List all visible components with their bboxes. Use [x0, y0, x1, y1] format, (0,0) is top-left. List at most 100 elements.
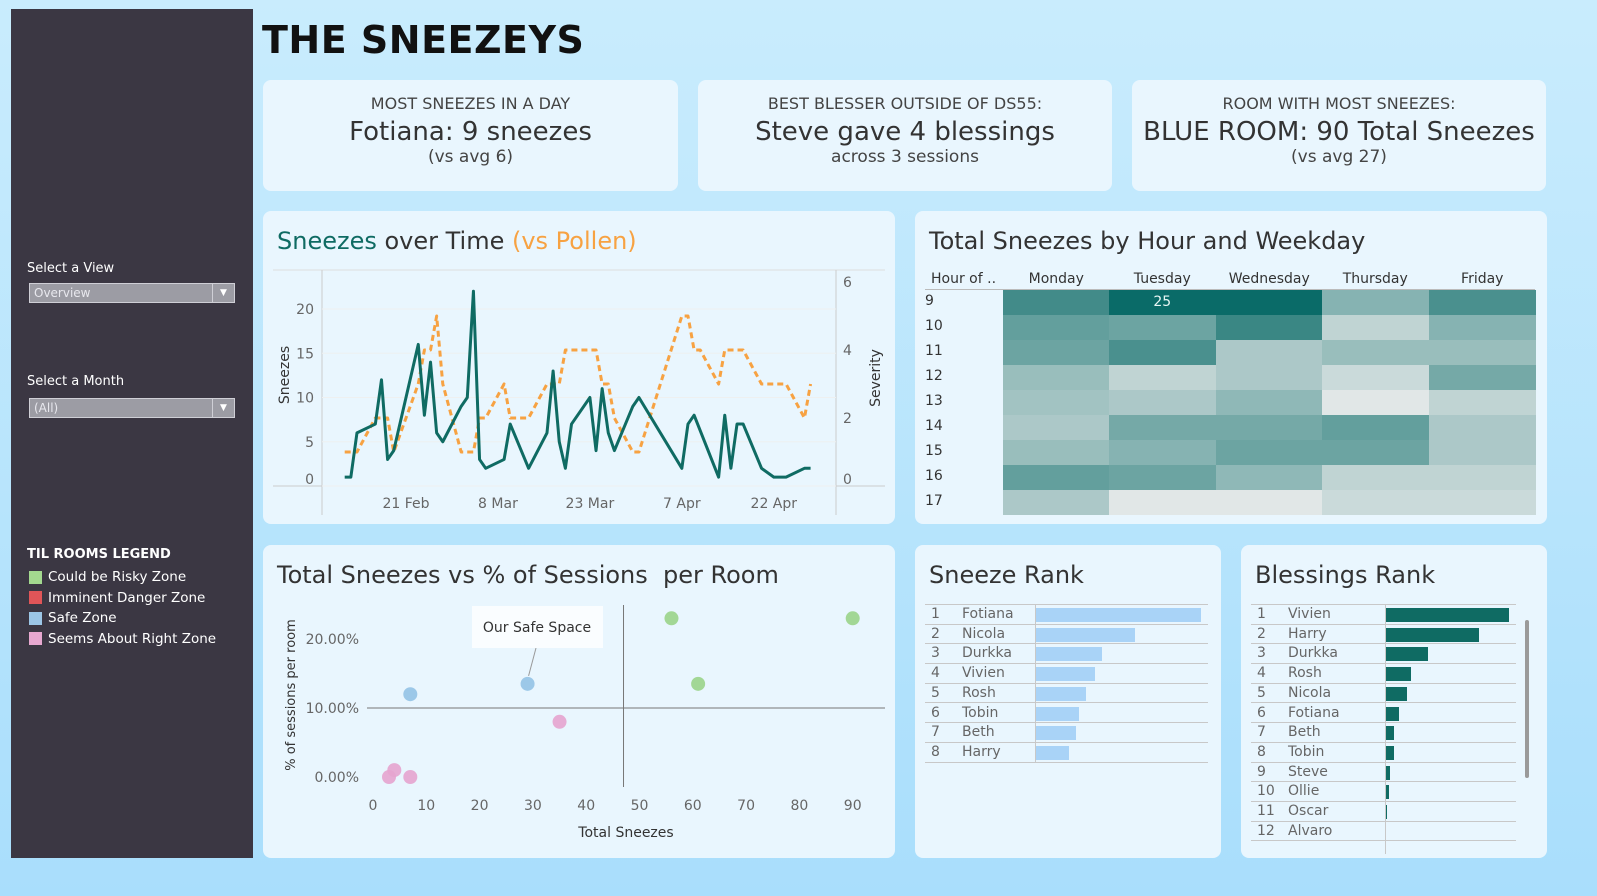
legend-label: Imminent Danger Zone	[48, 589, 206, 606]
rank-number: 4	[1257, 665, 1266, 682]
rank-row[interactable]: 2 Nicola	[925, 625, 1208, 645]
rank-number: 6	[931, 704, 940, 721]
rank-name: Beth	[1288, 724, 1321, 741]
heatmap-cell	[1003, 465, 1110, 490]
column-header: Wednesday	[1228, 271, 1310, 287]
rank-row[interactable]: 9 Steve	[1251, 763, 1516, 783]
rank-number: 3	[931, 645, 940, 662]
view-dropdown[interactable]: Overview ▼	[29, 283, 235, 303]
legend-swatch	[29, 591, 42, 604]
y-tick-label: 15	[296, 346, 314, 362]
rank-row[interactable]: 4 Rosh	[1251, 664, 1516, 684]
rank-bar	[1036, 647, 1102, 662]
rank-row[interactable]: 6 Tobin	[925, 704, 1208, 724]
kpi-sub: (vs avg 27)	[1291, 147, 1387, 167]
title-vs-pollen: (vs Pollen)	[511, 227, 637, 255]
rank-bar	[1386, 627, 1480, 642]
legend-swatch	[29, 611, 42, 625]
y-tick-label: 0	[305, 472, 314, 488]
heatmap-cell	[1216, 365, 1323, 390]
rank-number: 4	[931, 665, 940, 682]
rank-row[interactable]: 5 Rosh	[925, 684, 1208, 704]
view-value: Overview	[34, 286, 91, 300]
heatmap-cell	[1216, 440, 1323, 465]
chart-title: Blessings Rank	[1255, 561, 1436, 589]
rank-bar	[1036, 686, 1086, 701]
rank-row[interactable]: 11 Oscar	[1251, 802, 1516, 822]
rank-row[interactable]: 10 Ollie	[1251, 782, 1516, 802]
scatter-point	[552, 714, 567, 729]
column-header: Monday	[1028, 271, 1084, 287]
heatmap-cell	[1322, 440, 1429, 465]
heatmap-cell	[1429, 315, 1536, 340]
y-tick-label: 10	[296, 391, 314, 407]
scatter-card: Total Sneezes vs % of Sessions per Room …	[263, 545, 895, 858]
rank-row[interactable]: 1 Fotiana	[925, 605, 1208, 625]
rank-number: 1	[1257, 606, 1266, 622]
rank-number: 10	[1257, 783, 1275, 800]
chevron-down-icon[interactable]: ▼	[212, 284, 234, 302]
legend-title: TIL ROOMS LEGEND	[27, 547, 171, 562]
rank-bar	[1036, 726, 1076, 741]
rank-row[interactable]: 8 Harry	[925, 743, 1208, 763]
rank-name: Oscar	[1288, 803, 1329, 819]
heatmap-cell	[1322, 365, 1429, 390]
rank-row[interactable]: 4 Vivien	[925, 664, 1208, 684]
blessings-rank-card: Blessings Rank 1 Vivien 2 Harry 3 Durkka 4 Rosh…	[1241, 545, 1547, 858]
chart-title: Sneeze Rank	[929, 561, 1084, 589]
rank-name: Durkka	[962, 645, 1012, 662]
legend-swatch	[29, 632, 42, 645]
x-tick-label: 22 Apr	[751, 496, 798, 512]
rank-row[interactable]: 3 Durkka	[925, 644, 1208, 665]
x-tick-label: 70	[737, 798, 755, 814]
rank-number: 9	[1257, 763, 1266, 780]
rank-row[interactable]: 5 Nicola	[1251, 684, 1516, 704]
heatmap-cell	[1216, 390, 1323, 415]
x-tick-label: 20	[471, 798, 489, 814]
chart-title: Total Sneezes by Hour and Weekday	[929, 227, 1366, 255]
heatmap-cell	[1322, 415, 1429, 440]
heatmap-cell	[1216, 490, 1323, 515]
heatmap-cell	[1216, 290, 1323, 315]
heatmap-cell	[1322, 290, 1429, 315]
rank-row[interactable]: 12 Alvaro	[1251, 822, 1516, 842]
rank-row[interactable]: 7 Beth	[925, 723, 1208, 743]
chevron-down-icon[interactable]: ▼	[212, 399, 234, 417]
rank-name: Rosh	[1288, 665, 1322, 682]
x-tick-label: 90	[844, 798, 862, 814]
heatmap-cell	[1003, 440, 1110, 465]
heatmap-cell	[1322, 390, 1429, 415]
rank-number: 5	[931, 684, 940, 701]
y-tick-label: 20	[296, 302, 314, 318]
heatmap-cell	[1003, 365, 1110, 390]
heatmap-cell	[1109, 390, 1216, 415]
rank-bar	[1386, 647, 1429, 662]
rank-name: Beth	[962, 724, 995, 741]
heatmap-cell	[1429, 340, 1536, 365]
heatmap-cell	[1003, 415, 1110, 440]
rank-name: Harry	[1288, 625, 1327, 642]
month-dropdown[interactable]: (All) ▼	[29, 398, 235, 418]
heatmap-cell	[1322, 465, 1429, 490]
scrollbar[interactable]	[1525, 620, 1529, 778]
x-tick-label: 8 Mar	[478, 496, 518, 512]
rank-bar	[1386, 706, 1399, 721]
heatmap-cell	[1109, 340, 1216, 365]
heatmap-cell	[1216, 315, 1323, 340]
rank-row[interactable]: 7 Beth	[1251, 723, 1516, 743]
y2-tick-label: 4	[843, 343, 852, 359]
rank-row[interactable]: 6 Fotiana	[1251, 704, 1516, 724]
heatmap-cell	[1429, 415, 1536, 440]
rank-row[interactable]: 8 Tobin	[1251, 743, 1516, 763]
column-header: Friday	[1461, 271, 1504, 287]
kpi-room-most-sneezes: ROOM WITH MOST SNEEZES: BLUE ROOM: 90 To…	[1132, 80, 1546, 191]
rank-number: 2	[931, 625, 940, 642]
rank-row[interactable]: 1 Vivien	[1251, 605, 1516, 625]
heatmap-cell	[1429, 390, 1536, 415]
rank-row[interactable]: 2 Harry	[1251, 625, 1516, 645]
title-sneezes: Sneezes	[277, 227, 377, 255]
rank-bar	[1386, 745, 1395, 760]
rank-row[interactable]: 3 Durkka	[1251, 644, 1516, 665]
rank-bar	[1386, 805, 1387, 819]
x-tick-label: 0	[369, 798, 378, 814]
